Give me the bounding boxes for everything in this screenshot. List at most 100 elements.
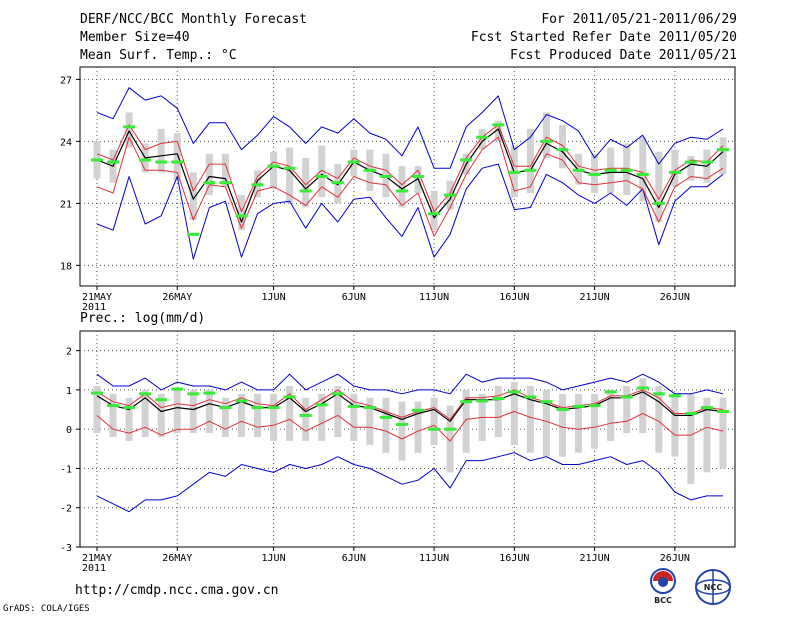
- prec-spread-box: [334, 385, 342, 438]
- prec-spread-box: [558, 393, 566, 457]
- temp-frame: [79, 66, 736, 287]
- temp-xtick-label: 16JUN: [499, 292, 529, 303]
- temp-spread-box: [526, 128, 534, 194]
- prec-spread-box: [93, 385, 101, 434]
- prec-spread-box: [189, 389, 197, 434]
- bcc-logo-icon: BCC: [650, 568, 676, 605]
- prec-spread-box: [141, 389, 149, 438]
- prec-ytick-label: -3: [60, 543, 72, 554]
- prec-spread-box: [430, 397, 438, 445]
- temp-xtick-label: 11JUN: [419, 292, 449, 303]
- temp-spread-box: [639, 137, 647, 202]
- temp-spread-box: [558, 124, 566, 169]
- prec-spread-box: [109, 393, 117, 438]
- prec-spread-box: [462, 389, 470, 453]
- source-url[interactable]: http://cmdp.ncc.cma.gov.cn: [75, 583, 279, 598]
- prec-ytick-label: 1: [66, 386, 72, 397]
- prec-xtick-label: 11JUN: [419, 553, 449, 564]
- prec-spread-box: [350, 393, 358, 441]
- prec-lower-sd-line: [96, 411, 724, 442]
- temp-xtick-label: 21JUN: [580, 292, 610, 303]
- temp-ytick-label: 24: [60, 137, 72, 148]
- prec-spread-box: [173, 389, 181, 434]
- temp-spread-box: [655, 151, 663, 222]
- temp-year-label: 2011: [82, 302, 106, 313]
- fcst-started-date: Fcst Started Refer Date 2011/05/20: [470, 30, 737, 45]
- prec-spread-box: [639, 378, 647, 434]
- prec-spread-box: [254, 393, 262, 438]
- prec-spread-box: [607, 389, 615, 441]
- prec-spread-box: [157, 393, 165, 438]
- temp-spread-box: [237, 195, 245, 231]
- prec-ytick-label: 0: [66, 425, 72, 436]
- prec-ytick-label: 2: [66, 347, 72, 358]
- prec-spread-box: [302, 397, 310, 441]
- temp-spread-box: [125, 112, 133, 148]
- prec-xtick-label: 21JUN: [580, 553, 610, 564]
- grads-credit: GrADS: COLA/IGES: [3, 604, 90, 614]
- temp-xtick-label: 26JUN: [660, 292, 690, 303]
- prec-spread-box: [366, 397, 374, 445]
- prec-spread-box: [318, 393, 326, 441]
- prec-year-label: 2011: [82, 563, 106, 574]
- prec-spread-box: [125, 397, 133, 441]
- temp-spread-box: [542, 112, 550, 158]
- forecast-period: For 2011/05/21-2011/06/29: [541, 12, 737, 27]
- prec-spread-box: [414, 401, 422, 453]
- member-size: Member Size=40: [80, 30, 190, 45]
- temp-xtick-label: 6JUN: [342, 292, 366, 303]
- chart-title: DERF/NCC/BCC Monthly Forecast: [80, 12, 307, 27]
- temp-spread-box: [318, 145, 326, 198]
- prec-spread-box: [526, 385, 534, 453]
- temp-xtick-label: 21MAY: [82, 292, 112, 303]
- temp-min-line: [96, 163, 724, 260]
- prec-spread-box: [286, 385, 294, 441]
- bcc-logo-text: BCC: [654, 596, 672, 605]
- temp-ytick-label: 21: [60, 199, 72, 210]
- temp-ytick-label: 27: [60, 75, 72, 86]
- temp-spread-box: [719, 137, 727, 175]
- prec-spread-box: [623, 385, 631, 434]
- temp-lower-sd-line: [96, 136, 724, 237]
- prec-spread-box: [446, 405, 454, 473]
- variable-label: Mean Surf. Temp.: °C: [80, 48, 237, 63]
- ncc-logo-text: NCC: [704, 583, 723, 592]
- temp-upper-sd-line: [96, 124, 724, 213]
- temp-spread-box: [687, 155, 695, 181]
- prec-spread-box: [575, 393, 583, 453]
- temp-xtick-label: 26MAY: [162, 292, 192, 303]
- prec-xtick-label: 26JUN: [660, 553, 690, 564]
- temp-spread-box: [205, 153, 213, 196]
- prec-title: Prec.: log(mm/d): [80, 311, 205, 326]
- prec-spread-box: [510, 382, 518, 445]
- prec-spread-box: [671, 393, 679, 457]
- temp-spread-box: [189, 172, 197, 220]
- prec-mean-line: [96, 391, 724, 422]
- temp-spread-box: [494, 120, 502, 142]
- temp-max-line: [96, 87, 724, 169]
- fcst-produced-date: Fcst Produced Date 2011/05/21: [510, 48, 737, 63]
- prec-frame: [79, 330, 736, 548]
- temp-mean-line: [96, 128, 724, 223]
- prec-upper-sd-line: [96, 389, 724, 420]
- prec-spread-box: [237, 393, 245, 438]
- temp-ytick-label: 18: [60, 261, 72, 272]
- temp-spread-box: [478, 128, 486, 150]
- temp-spread-box: [221, 153, 229, 187]
- prec-xtick-label: 21MAY: [82, 553, 112, 564]
- prec-spread-box: [542, 389, 550, 457]
- prec-spread-box: [494, 385, 502, 438]
- prec-xtick-label: 6JUN: [342, 553, 366, 564]
- prec-ytick-label: -1: [60, 464, 72, 475]
- prec-spread-box: [703, 397, 711, 473]
- prec-spread-box: [591, 393, 599, 449]
- prec-max-line: [96, 373, 724, 395]
- prec-spread-box: [655, 385, 663, 453]
- temp-spread-box: [302, 157, 310, 208]
- prec-spread-box: [205, 389, 213, 434]
- temp-spread-box: [157, 128, 165, 173]
- prec-spread-box: [719, 397, 727, 469]
- prec-min-line: [96, 452, 723, 513]
- prec-spread-box: [687, 393, 695, 485]
